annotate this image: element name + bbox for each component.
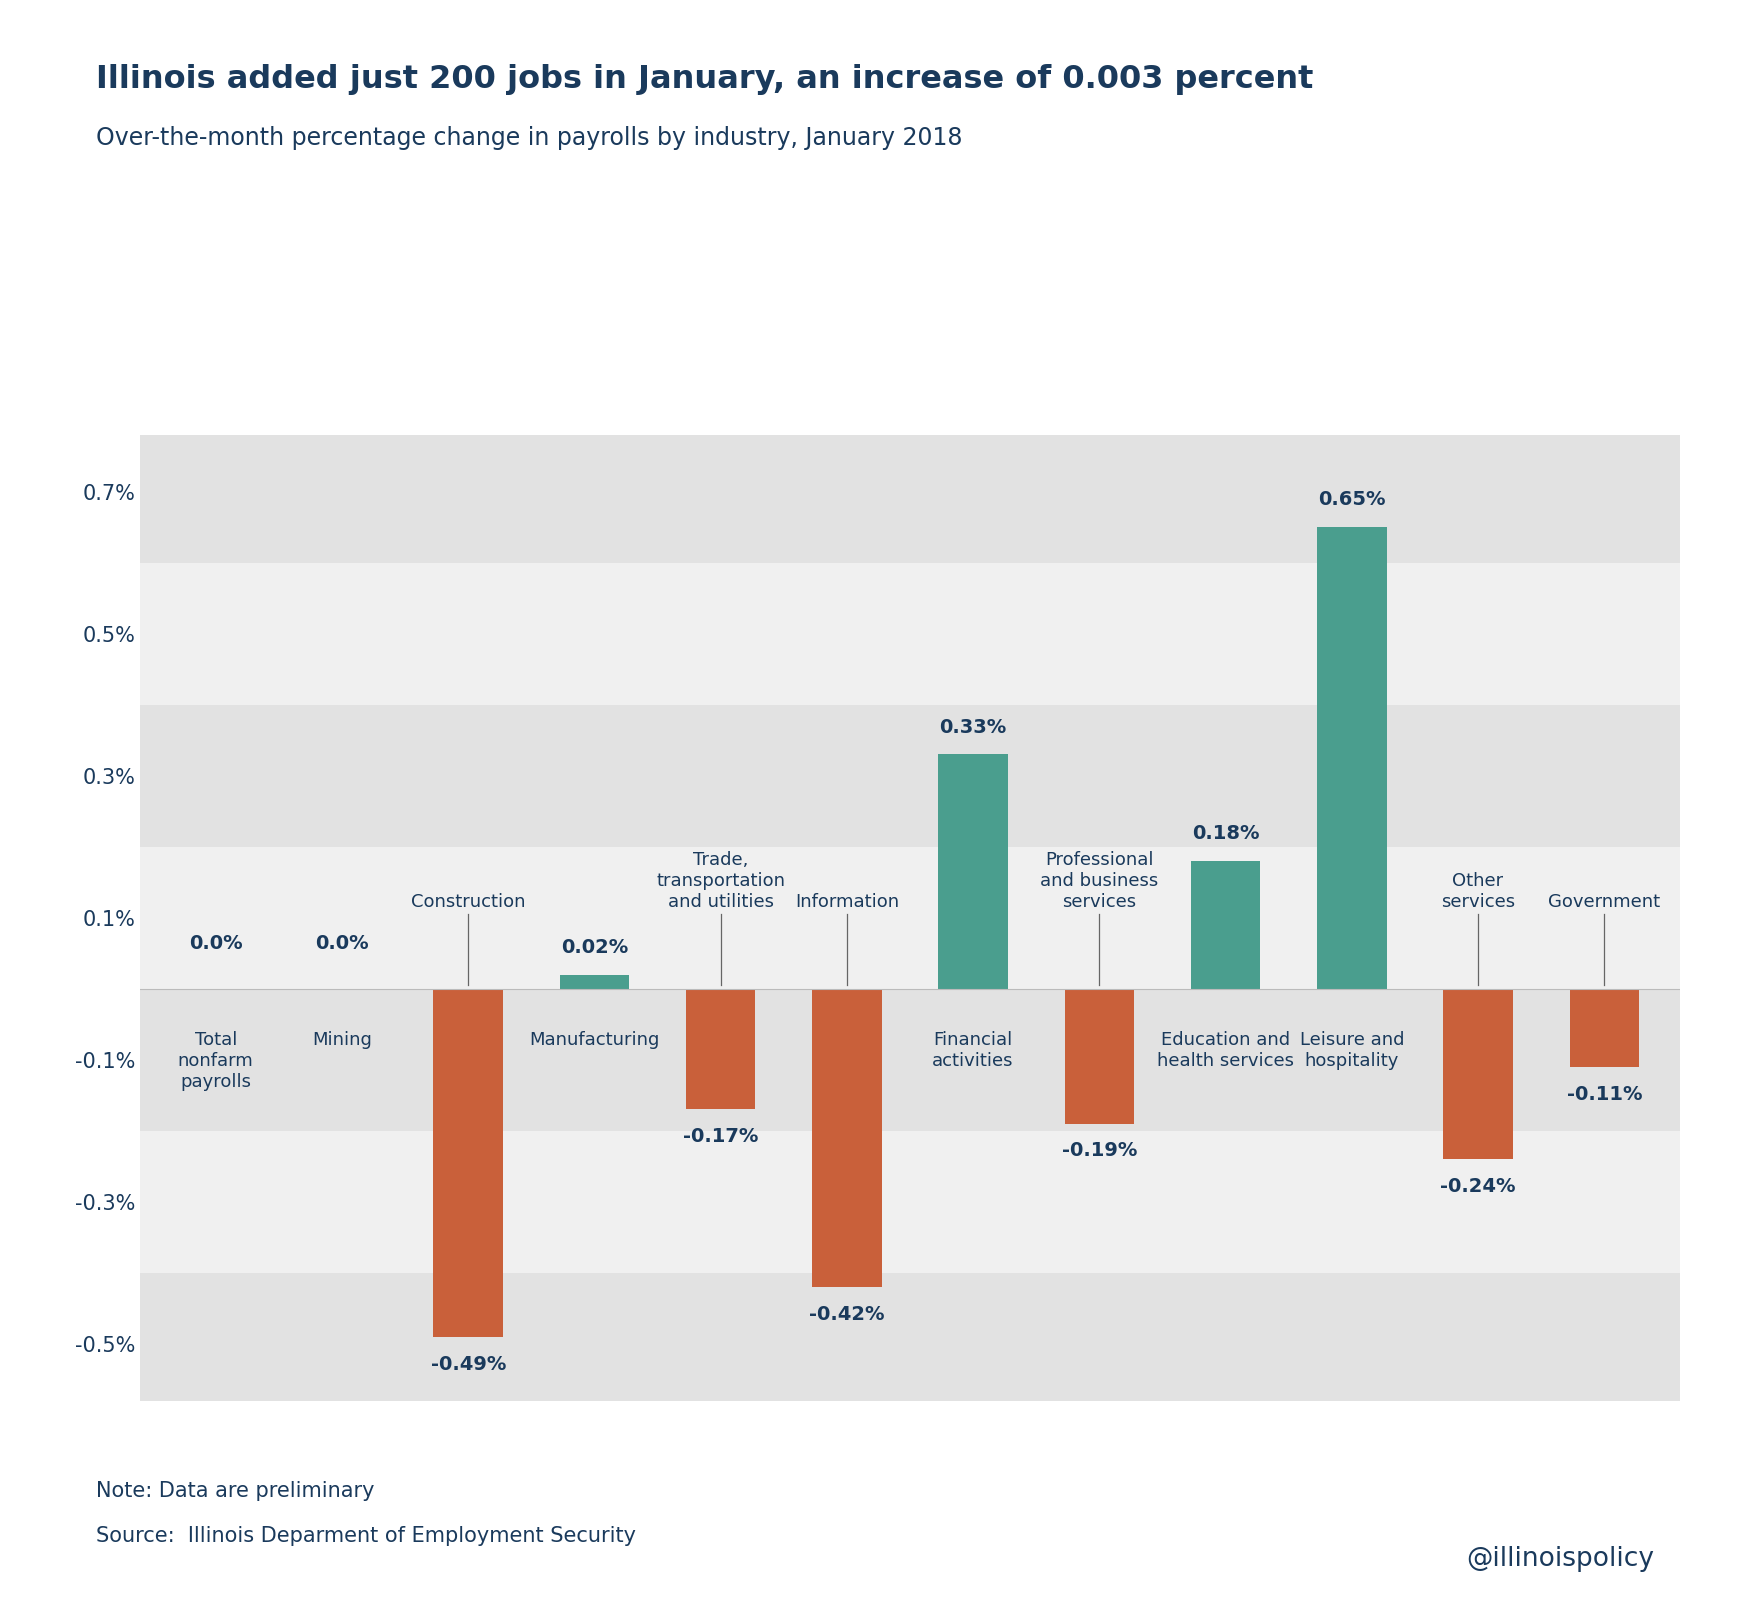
Text: Source:  Illinois Deparment of Employment Security: Source: Illinois Deparment of Employment…	[96, 1526, 637, 1546]
Bar	[938, 755, 1008, 989]
Text: -0.49%: -0.49%	[430, 1354, 506, 1373]
Text: -0.19%: -0.19%	[1062, 1141, 1138, 1161]
Text: Information: Information	[794, 892, 900, 911]
Bar	[140, 1274, 1680, 1415]
Bar	[140, 705, 1680, 847]
Text: 0.33%: 0.33%	[940, 718, 1006, 736]
Text: Professional
and business
services: Professional and business services	[1040, 852, 1158, 911]
Bar	[434, 989, 502, 1336]
Bar	[1570, 989, 1640, 1067]
Text: Construction: Construction	[411, 892, 525, 911]
Bar	[1190, 861, 1260, 989]
Text: Trade,
transportation
and utilities: Trade, transportation and utilities	[656, 852, 786, 911]
Bar	[1318, 526, 1386, 989]
Text: Other
services: Other services	[1440, 871, 1516, 911]
Text: Illinois added just 200 jobs in January, an increase of 0.003 percent: Illinois added just 200 jobs in January,…	[96, 64, 1314, 95]
Text: Government: Government	[1549, 892, 1661, 911]
Text: Note: Data are preliminary: Note: Data are preliminary	[96, 1481, 374, 1501]
Bar	[686, 989, 756, 1109]
Bar	[140, 562, 1680, 705]
Bar	[1444, 989, 1512, 1159]
Bar	[140, 989, 1680, 1130]
Text: Mining: Mining	[312, 1032, 373, 1050]
Text: Financial
activities: Financial activities	[933, 1032, 1013, 1071]
Text: 0.65%: 0.65%	[1318, 491, 1386, 509]
Bar	[812, 989, 882, 1286]
Bar	[140, 847, 1680, 989]
Bar	[1064, 989, 1134, 1124]
Text: @illinoispolicy: @illinoispolicy	[1466, 1546, 1654, 1571]
Text: 0.0%: 0.0%	[189, 934, 243, 953]
Text: -0.17%: -0.17%	[682, 1127, 758, 1146]
Text: -0.11%: -0.11%	[1566, 1085, 1641, 1103]
Text: Manufacturing: Manufacturing	[528, 1032, 660, 1050]
Text: Leisure and
hospitality: Leisure and hospitality	[1300, 1032, 1404, 1071]
Bar	[140, 1130, 1680, 1274]
Text: Total
nonfarm
payrolls: Total nonfarm payrolls	[178, 1032, 254, 1092]
Text: -0.24%: -0.24%	[1440, 1177, 1516, 1196]
Text: -0.42%: -0.42%	[808, 1304, 886, 1323]
Text: Education and
health services: Education and health services	[1157, 1032, 1293, 1071]
Bar	[140, 435, 1680, 562]
Bar	[560, 974, 630, 989]
Text: 0.02%: 0.02%	[560, 937, 628, 956]
Text: 0.0%: 0.0%	[315, 934, 369, 953]
Text: 0.18%: 0.18%	[1192, 824, 1260, 844]
Text: Over-the-month percentage change in payrolls by industry, January 2018: Over-the-month percentage change in payr…	[96, 126, 963, 150]
